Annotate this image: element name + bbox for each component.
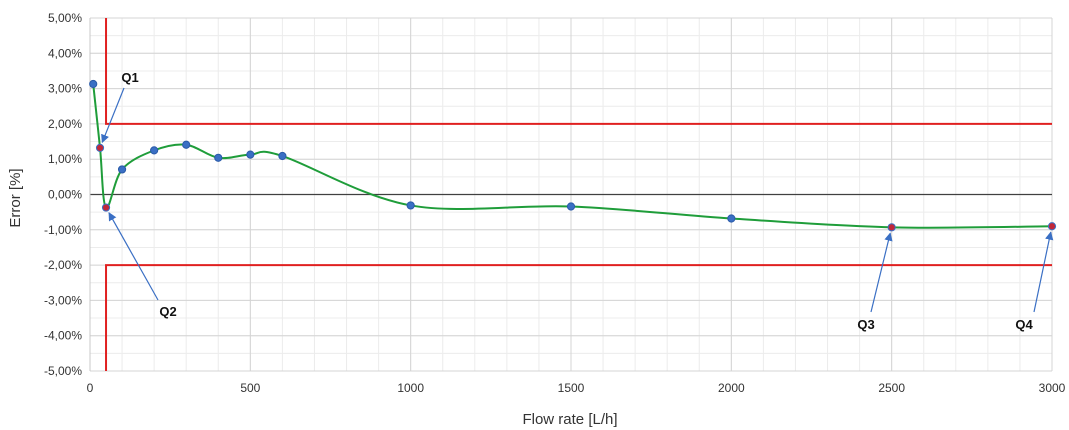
annotation-arrow	[101, 87, 125, 144]
y-axis-title: Error [%]	[7, 168, 24, 227]
highlighted-data-point	[101, 203, 111, 212]
y-tick-label: -2,00%	[44, 258, 82, 272]
annotation-label: Q1	[121, 70, 138, 85]
data-point	[150, 146, 159, 155]
lower-limit-line	[105, 264, 1052, 371]
y-tick-label: 4,00%	[48, 46, 82, 60]
data-point	[214, 153, 223, 162]
x-axis-title: Flow rate [L/h]	[522, 411, 617, 428]
x-tick-label: 1500	[558, 381, 585, 395]
data-point	[278, 151, 287, 161]
error-curve-line	[92, 83, 1053, 229]
y-tick-label: 2,00%	[48, 117, 82, 131]
y-tick-label: -4,00%	[44, 329, 82, 343]
highlighted-data-point	[887, 223, 896, 232]
upper-limit-line	[105, 18, 1052, 125]
x-tick-label: 0	[87, 381, 94, 395]
annotation-arrow	[870, 232, 893, 313]
data-point	[727, 214, 736, 223]
annotation-label: Q3	[857, 317, 874, 332]
y-tick-label: -1,00%	[44, 223, 82, 237]
annotation-arrow	[108, 212, 159, 301]
highlighted-data-point	[95, 143, 105, 153]
data-point	[182, 140, 191, 149]
annotation-arrows: Q1 Q2 Q3 Q4	[101, 70, 1054, 332]
highlighted-data-point	[1047, 222, 1057, 231]
data-points	[89, 79, 1057, 232]
y-tick-label: -3,00%	[44, 293, 82, 307]
data-point	[246, 150, 255, 159]
x-tick-label: 500	[240, 381, 260, 395]
data-point	[117, 165, 127, 174]
tick-labels: 0 500 1000 1500 2000 2500 3000 5,00% 4,00% 3,00% 2…	[44, 11, 1066, 395]
x-tick-label: 1000	[397, 381, 424, 395]
x-tick-label: 3000	[1039, 381, 1066, 395]
data-point	[406, 201, 415, 210]
x-tick-label: 2000	[718, 381, 745, 395]
data-point	[566, 202, 576, 211]
y-tick-label: 0,00%	[48, 188, 82, 202]
tolerance-limits	[105, 18, 1052, 371]
y-tick-label: 5,00%	[48, 11, 82, 25]
error-curve	[92, 83, 1053, 229]
data-point	[89, 79, 98, 89]
annotation-label: Q2	[159, 304, 176, 319]
annotation-arrow	[1033, 231, 1054, 313]
y-tick-label: 3,00%	[48, 82, 82, 96]
x-tick-label: 2500	[878, 381, 905, 395]
y-tick-label: -5,00%	[44, 364, 82, 378]
annotation-label: Q4	[1015, 317, 1033, 332]
y-tick-label: 1,00%	[48, 152, 82, 166]
major-gridlines	[89, 17, 1053, 372]
